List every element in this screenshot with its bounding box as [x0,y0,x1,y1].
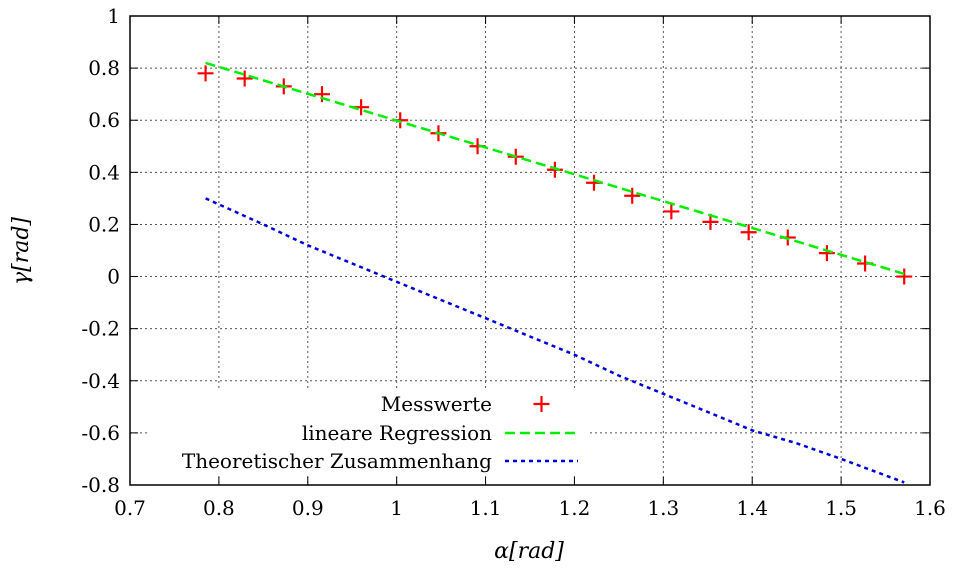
data-point [236,70,253,87]
x-tick-label: 1.2 [559,496,591,520]
y-tick-label: -0.8 [81,473,120,497]
series-line [205,197,905,484]
y-axis-label: γ[rad] [9,217,34,285]
series-1 [205,61,905,276]
x-tick-label: 1.4 [736,496,768,520]
legend-label: Theoretischer Zusammenhang [182,449,492,473]
data-point [314,86,330,103]
legend-background [150,388,590,474]
series-0 [197,65,913,285]
data-point [896,268,913,285]
y-tick-label: 0.2 [88,212,120,236]
x-axis-label: α[rad] [494,539,564,564]
y-tick-label: 0.6 [88,108,120,132]
data-point [740,224,757,241]
legend-label: lineare Regression [302,421,492,445]
legend-marker [533,396,550,412]
y-tick-label: 0.4 [88,160,120,184]
x-tick-label: 1.6 [914,496,946,520]
frame-layer [129,15,931,486]
x-tick-labels: 0.7 0.8 0.9 1 1.1 1.2 1.3 1.4 1.5 1.6 [114,496,946,520]
x-tick-label: 0.7 [114,496,146,520]
y-tick-label: 1 [107,4,120,28]
data-point [197,65,214,82]
x-tick-label: 0.9 [292,496,324,520]
y-tick-label: -0.6 [81,421,120,445]
y-tick-label: -0.4 [81,369,120,393]
y-tick-label: 0.8 [88,56,120,80]
x-tick-label: 0.8 [203,496,235,520]
ticks [129,15,931,486]
data-point [663,203,680,220]
series-2 [205,197,905,484]
y-tick-label: -0.2 [81,317,120,341]
x-tick-label: 1.3 [647,496,679,520]
series-line [205,61,905,276]
series-layer [197,61,913,484]
x-tick-label: 1 [390,496,403,520]
legend-label: Messwerte [381,392,492,416]
plot-frame [129,15,931,486]
x-tick-label: 1.5 [825,496,857,520]
y-tick-label: 0 [107,265,120,289]
y-tick-labels: -0.8 -0.6 -0.4 -0.2 0 0.2 0.4 0.6 0.8 1 [81,4,120,497]
data-point [546,161,563,178]
data-point [624,187,641,204]
legend: Messwerte lineare Regression Theoretischer… [150,388,590,474]
data-point [818,245,835,262]
x-tick-label: 1.1 [470,496,502,520]
